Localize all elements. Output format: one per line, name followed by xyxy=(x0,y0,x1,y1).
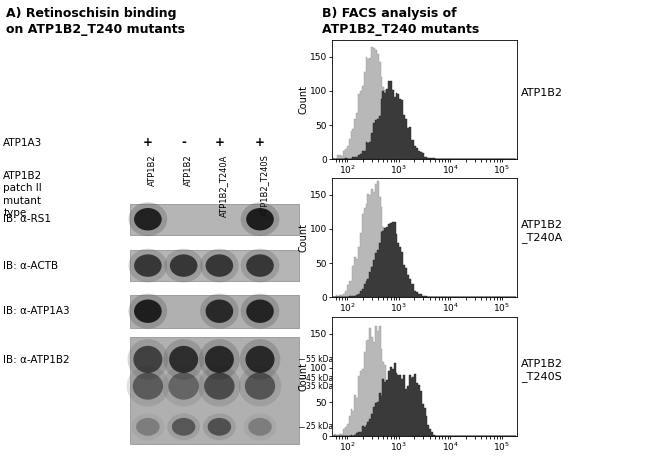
Y-axis label: Count: Count xyxy=(298,362,308,391)
Ellipse shape xyxy=(164,249,203,282)
Text: 35 kDa: 35 kDa xyxy=(306,381,333,391)
Ellipse shape xyxy=(244,414,276,440)
Ellipse shape xyxy=(246,346,274,373)
Ellipse shape xyxy=(199,339,240,380)
Y-axis label: Count: Count xyxy=(298,85,308,114)
Text: ATP1B2_T240S: ATP1B2_T240S xyxy=(260,154,269,216)
Ellipse shape xyxy=(167,414,200,440)
Text: 55 kDa: 55 kDa xyxy=(306,355,333,364)
Text: +: + xyxy=(143,136,153,149)
Text: ATP1A3: ATP1A3 xyxy=(3,138,42,148)
Text: IB: α-ATP1A3: IB: α-ATP1A3 xyxy=(3,306,70,316)
Ellipse shape xyxy=(133,346,162,373)
Text: ATP1B2: ATP1B2 xyxy=(183,154,192,186)
Text: A) Retinoschisin binding
on ATP1B2_T240 mutants: A) Retinoschisin binding on ATP1B2_T240 … xyxy=(6,7,185,36)
Bar xyxy=(130,337,299,444)
Ellipse shape xyxy=(248,418,272,436)
Ellipse shape xyxy=(245,373,275,400)
Text: ATP1B2
_T240A: ATP1B2 _T240A xyxy=(521,220,563,243)
Ellipse shape xyxy=(205,254,233,277)
Ellipse shape xyxy=(240,249,280,282)
Ellipse shape xyxy=(240,339,280,380)
Ellipse shape xyxy=(240,202,280,236)
Text: B) FACS analysis of
ATP1B2_T240 mutants: B) FACS analysis of ATP1B2_T240 mutants xyxy=(322,7,479,36)
Ellipse shape xyxy=(198,366,240,406)
Text: 45 kDa: 45 kDa xyxy=(306,373,333,383)
Bar xyxy=(130,295,299,328)
Ellipse shape xyxy=(246,254,274,277)
Ellipse shape xyxy=(240,294,280,329)
Ellipse shape xyxy=(204,373,235,400)
Ellipse shape xyxy=(136,418,160,436)
Ellipse shape xyxy=(133,373,163,400)
Ellipse shape xyxy=(127,339,168,380)
Ellipse shape xyxy=(169,346,198,373)
Ellipse shape xyxy=(200,249,239,282)
Ellipse shape xyxy=(129,249,167,282)
Ellipse shape xyxy=(172,418,196,436)
Ellipse shape xyxy=(134,300,162,323)
Ellipse shape xyxy=(162,366,205,406)
Text: ATP1B2: ATP1B2 xyxy=(148,154,157,186)
Ellipse shape xyxy=(205,300,233,323)
Ellipse shape xyxy=(131,414,164,440)
Bar xyxy=(130,250,299,281)
Text: IB: α-RS1: IB: α-RS1 xyxy=(3,214,51,225)
Ellipse shape xyxy=(239,366,281,406)
Ellipse shape xyxy=(168,373,199,400)
Ellipse shape xyxy=(170,254,198,277)
Text: +: + xyxy=(255,136,265,149)
Ellipse shape xyxy=(134,208,162,230)
Ellipse shape xyxy=(207,418,231,436)
Text: IB: α-ACTB: IB: α-ACTB xyxy=(3,261,58,271)
Text: ATP1B2_T240A: ATP1B2_T240A xyxy=(220,154,228,217)
Y-axis label: Count: Count xyxy=(298,223,308,252)
Ellipse shape xyxy=(134,254,162,277)
Ellipse shape xyxy=(129,294,167,329)
Ellipse shape xyxy=(205,346,234,373)
Text: ATP1B2: ATP1B2 xyxy=(521,88,563,98)
Text: IB: α-ATP1B2: IB: α-ATP1B2 xyxy=(3,355,70,366)
Text: +: + xyxy=(214,136,224,149)
Text: -: - xyxy=(181,136,186,149)
Ellipse shape xyxy=(127,366,169,406)
Ellipse shape xyxy=(200,294,239,329)
Ellipse shape xyxy=(163,339,204,380)
Bar xyxy=(130,204,299,235)
Text: 25 kDa: 25 kDa xyxy=(306,422,333,431)
Ellipse shape xyxy=(246,300,274,323)
Text: ATP1B2
_T240S: ATP1B2 _T240S xyxy=(521,359,563,382)
Ellipse shape xyxy=(129,202,167,236)
Text: ATP1B2
patch II
mutant
type: ATP1B2 patch II mutant type xyxy=(3,171,42,218)
Ellipse shape xyxy=(246,208,274,230)
Ellipse shape xyxy=(203,414,236,440)
